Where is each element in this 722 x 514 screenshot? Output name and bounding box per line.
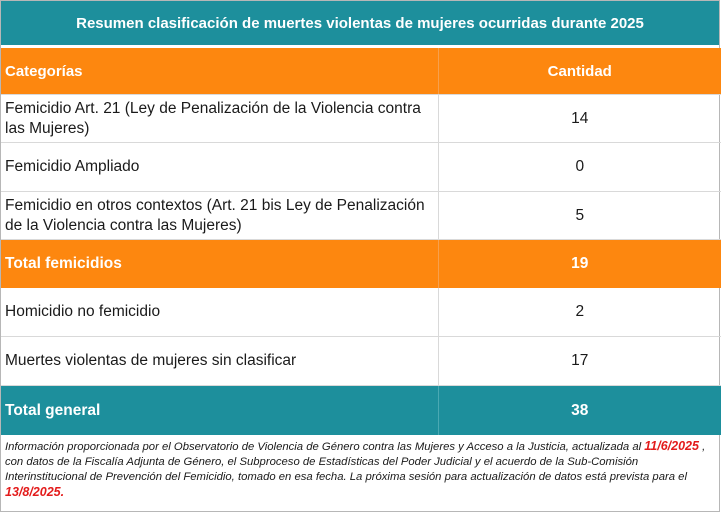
row-label-femicidio-art21: Femicidio Art. 21 (Ley de Penalización d…	[1, 94, 438, 143]
row-value-femicidio-ampliado: 0	[437, 142, 721, 192]
note-next-session-date: 13/8/2025.	[5, 485, 65, 499]
table-row: Femicidio Ampliado 0	[1, 142, 721, 192]
row-label-femicidio-ampliado: Femicidio Ampliado	[1, 142, 438, 192]
row-label-total-general: Total general	[1, 385, 438, 435]
row-value-sin-clasificar: 17	[437, 336, 721, 386]
row-value-total-femicidios: 19	[437, 239, 721, 288]
row-label-sin-clasificar: Muertes violentas de mujeres sin clasifi…	[1, 336, 438, 386]
note-text-2: , con datos de la Fiscalía Adjunta de Gé…	[5, 441, 706, 483]
table-row: Muertes violentas de mujeres sin clasifi…	[1, 336, 721, 386]
header-count: Cantidad	[437, 48, 721, 95]
row-value-femicidio-otros-contextos: 5	[437, 191, 721, 240]
summary-table: Categorías Cantidad Femicidio Art. 21 (L…	[1, 48, 721, 435]
row-value-homicidio-no-femicidio: 2	[437, 288, 721, 337]
table-row: Homicidio no femicidio 2	[1, 288, 721, 337]
total-femicidios-row: Total femicidios 19	[1, 239, 721, 288]
table-row: Femicidio en otros contextos (Art. 21 bi…	[1, 191, 721, 240]
source-note: Información proporcionada por el Observa…	[1, 435, 719, 501]
row-label-homicidio-no-femicidio: Homicidio no femicidio	[1, 288, 438, 337]
row-label-total-femicidios: Total femicidios	[1, 239, 438, 288]
note-update-date: 11/6/2025	[644, 439, 699, 453]
header-category: Categorías	[1, 48, 438, 95]
row-label-femicidio-otros-contextos: Femicidio en otros contextos (Art. 21 bi…	[1, 191, 438, 240]
table-header-row: Categorías Cantidad	[1, 48, 721, 95]
table-title: Resumen clasificación de muertes violent…	[1, 1, 719, 48]
row-value-total-general: 38	[437, 385, 721, 435]
table-row: Femicidio Art. 21 (Ley de Penalización d…	[1, 94, 721, 143]
total-general-row: Total general 38	[1, 385, 721, 435]
note-text-1: Información proporcionada por el Observa…	[5, 441, 645, 453]
row-value-femicidio-art21: 14	[437, 94, 721, 143]
